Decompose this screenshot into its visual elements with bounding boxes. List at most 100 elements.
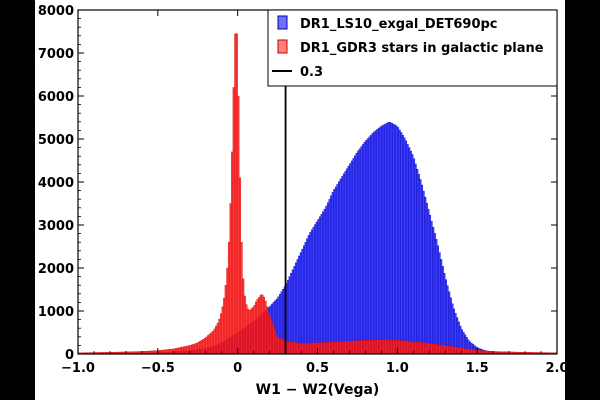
stars-bar: [221, 306, 224, 355]
stars-bar: [360, 340, 363, 355]
stars-bar: [219, 313, 222, 355]
y-tick-label: 0: [65, 348, 74, 363]
stars-bar: [401, 340, 404, 355]
exgal-bar: [350, 160, 353, 355]
stars-bar: [393, 340, 396, 355]
exgal-bar: [320, 214, 323, 355]
legend-box: [267, 9, 558, 87]
stars-bar: [226, 267, 229, 355]
stars-bar: [422, 342, 425, 355]
stars-bar: [462, 348, 465, 355]
stars-bar: [432, 343, 435, 355]
stars-bar: [382, 339, 385, 355]
legend-swatch-exgal: [277, 15, 288, 30]
stars-bar: [389, 339, 392, 355]
stars-bar: [435, 344, 438, 355]
exgal-bar: [438, 252, 441, 355]
exgal-bar: [378, 127, 380, 355]
exgal-bar: [432, 226, 435, 355]
stars-bar: [195, 342, 198, 355]
stars-bar: [229, 203, 232, 355]
exgal-bar: [317, 219, 320, 355]
stars-bar: [441, 344, 444, 355]
stars-bar: [175, 348, 178, 355]
stars-bar: [392, 339, 395, 355]
exgal-bar: [366, 138, 369, 355]
exgal-bar: [323, 208, 326, 355]
exgal-bar: [306, 238, 309, 355]
exgal-bar: [427, 208, 430, 355]
stars-bar: [216, 323, 219, 355]
exgal-bar: [338, 181, 341, 355]
exgal-bar: [393, 124, 396, 355]
stars-bar: [346, 341, 348, 355]
stars-bar: [213, 328, 216, 355]
stars-bar: [235, 33, 238, 355]
y-tick-label: 3000: [38, 219, 74, 234]
stars-bar: [282, 339, 285, 355]
stars-bar: [210, 332, 213, 355]
stars-bar: [253, 304, 256, 355]
stars-bar: [355, 340, 358, 355]
stars-bar: [453, 346, 455, 355]
stars-bar: [256, 299, 259, 355]
stars-bar: [373, 339, 376, 355]
stars-bar: [261, 294, 264, 355]
exgal-bar: [328, 199, 331, 355]
stars-bar: [288, 341, 291, 355]
stars-bar: [223, 297, 226, 355]
stars-bar: [271, 321, 273, 355]
stars-bar: [322, 342, 325, 355]
stars-bar: [390, 339, 393, 355]
exgal-bar: [344, 171, 347, 355]
exgal-bar: [346, 168, 348, 355]
stars-bar: [296, 342, 299, 355]
exgal-bar: [379, 126, 382, 355]
stars-bar: [465, 348, 468, 355]
exgal-bar: [384, 123, 387, 355]
stars-bar: [469, 349, 471, 355]
exgal-bar: [429, 214, 432, 355]
exgal-bar: [425, 202, 428, 355]
stars-bar: [350, 340, 353, 355]
stars-bar: [323, 342, 326, 355]
stars-bar: [325, 342, 328, 355]
exgal-bar: [326, 202, 329, 355]
stars-bar: [291, 341, 294, 355]
exgal-bar: [294, 262, 297, 355]
legend-label-stars: DR1_GDR3 stars in galactic plane: [300, 41, 544, 56]
exgal-bar: [408, 147, 411, 355]
exgal-bar: [333, 189, 336, 355]
exgal-bar: [298, 255, 301, 355]
stars-bar: [237, 95, 240, 355]
legend-swatch-stars: [277, 39, 288, 54]
stars-bar: [473, 349, 476, 355]
stars-bar: [280, 338, 283, 355]
x-tick-label: 1.5: [466, 361, 489, 376]
stars-bar: [440, 344, 443, 355]
stars-bar: [164, 349, 166, 355]
x-axis-ticks: −1.0 −0.5 0 0.5 1.0 1.5 2.0: [61, 10, 569, 376]
stars-bar: [344, 341, 347, 355]
stars-bar: [417, 341, 420, 355]
stars-bar: [398, 340, 401, 355]
exgal-bar: [416, 168, 419, 355]
exgal-bar: [360, 146, 363, 355]
stars-bar: [437, 344, 440, 355]
exgal-bar: [293, 266, 296, 355]
stars-bar: [248, 310, 251, 355]
stars-bar: [199, 341, 202, 355]
stars-bar: [162, 349, 165, 355]
exgal-bar: [395, 125, 398, 355]
stars-bar: [184, 346, 187, 355]
stars-bar: [272, 325, 275, 355]
y-tick-label: 6000: [38, 90, 74, 105]
stars-bar: [406, 340, 409, 355]
y-axis-ticks: 0 1000 2000 3000 4000 5000 6000 7000 8000: [38, 4, 557, 363]
stars-bar: [263, 296, 265, 355]
stars-bar: [454, 346, 457, 355]
exgal-bar: [401, 134, 404, 355]
exgal-bar: [296, 259, 299, 355]
exgal-bar: [430, 220, 433, 355]
